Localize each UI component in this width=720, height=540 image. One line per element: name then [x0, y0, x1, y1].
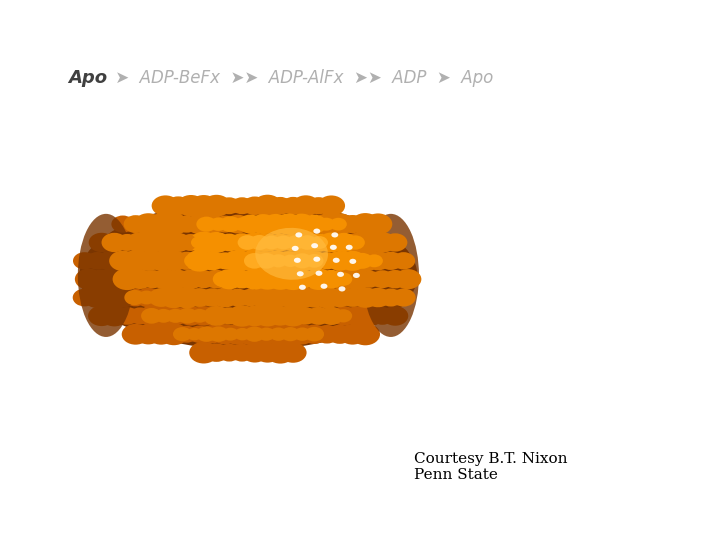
- Ellipse shape: [79, 201, 418, 350]
- Ellipse shape: [255, 228, 328, 280]
- Circle shape: [353, 273, 360, 278]
- Circle shape: [295, 232, 302, 238]
- Circle shape: [337, 272, 344, 277]
- Circle shape: [313, 228, 320, 234]
- Circle shape: [346, 245, 353, 250]
- Circle shape: [338, 286, 346, 292]
- Circle shape: [333, 258, 340, 263]
- Circle shape: [297, 271, 304, 276]
- Circle shape: [299, 285, 306, 290]
- Circle shape: [331, 232, 338, 238]
- Text: ➤  ADP-BeFx  ➤➤  ADP-AlFx  ➤➤  ADP  ➤  Apo: ➤ ADP-BeFx ➤➤ ADP-AlFx ➤➤ ADP ➤ Apo: [110, 69, 493, 87]
- Ellipse shape: [363, 214, 419, 337]
- Ellipse shape: [78, 214, 134, 337]
- Text: Courtesy B.T. Nixon
Penn State: Courtesy B.T. Nixon Penn State: [414, 452, 567, 482]
- Circle shape: [330, 245, 337, 250]
- Circle shape: [313, 256, 320, 262]
- Circle shape: [311, 243, 318, 248]
- Circle shape: [294, 258, 301, 263]
- Circle shape: [349, 259, 356, 264]
- Circle shape: [320, 284, 328, 289]
- Text: Apo: Apo: [68, 69, 107, 87]
- Circle shape: [315, 271, 323, 276]
- Circle shape: [292, 246, 299, 251]
